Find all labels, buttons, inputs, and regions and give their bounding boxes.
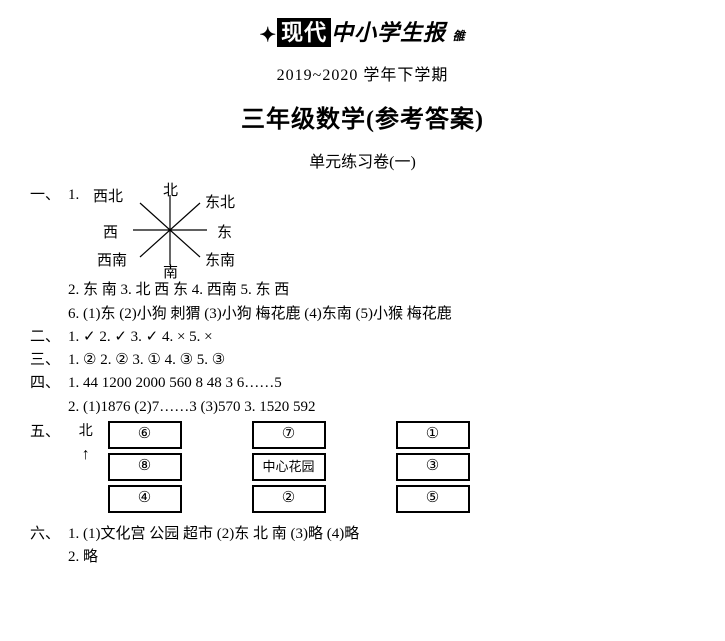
doc-title: 三年级数学(参考答案) xyxy=(30,99,695,134)
compass-nw: 西北 xyxy=(93,186,123,209)
compass-ne: 东北 xyxy=(205,192,235,215)
grid-cell-5: ⑤ xyxy=(397,486,469,512)
section-2: 二、1. ✓ 2. ✓ 3. ✓ 4. × 5. × xyxy=(30,326,695,349)
map-grid: ⑥ ⑦ ① ⑧ 中心花园 ③ ④ ② xyxy=(108,421,470,513)
header-tail: 雒 xyxy=(453,29,466,43)
star-glyph: ✦ xyxy=(259,24,277,46)
north-indicator: 北 ↑ xyxy=(72,421,100,467)
compass-n: 北 xyxy=(163,180,178,203)
unit-label: 单元练习卷(一) xyxy=(30,148,695,172)
sec1-label: 一、 xyxy=(30,184,68,207)
sec1-line2: 2. 东 南 3. 北 西 东 4. 西南 5. 东 西 xyxy=(30,279,695,302)
sec4-line1: 1. 44 1200 2000 560 8 48 3 6……5 xyxy=(68,375,282,391)
compass-diagram: 北 南 东 西 东北 西北 东南 西南 xyxy=(85,184,265,279)
section-1: 一、1. 北 南 东 西 东北 西北 东南 西南 xyxy=(30,184,695,279)
compass-e: 东 xyxy=(217,222,232,245)
north-char: 北 xyxy=(72,421,100,443)
grid-cell-2: ② xyxy=(253,486,325,512)
grid-cell-center: 中心花园 xyxy=(253,454,325,480)
answers-content: 一、1. 北 南 东 西 东北 西北 东南 西南 2. 东 南 3. 北 西 东… xyxy=(30,184,695,569)
grid-cell-3: ③ xyxy=(397,454,469,480)
sec3-line: 1. ② 2. ② 3. ① 4. ③ 5. ③ xyxy=(68,352,225,368)
section-6: 六、1. (1)文化宫 公园 超市 (2)东 北 南 (3)略 (4)略 xyxy=(30,523,695,546)
sec6-label: 六、 xyxy=(30,523,68,546)
grid-gap xyxy=(325,422,397,448)
map-grid-wrap: ⑥ ⑦ ① ⑧ 中心花园 ③ ④ ② xyxy=(104,421,470,521)
compass-s: 南 xyxy=(163,262,178,285)
sec6-line2: 2. 略 xyxy=(30,546,695,569)
sec1-q1: 1. xyxy=(68,187,79,203)
sec3-label: 三、 xyxy=(30,349,68,372)
grid-cell-4: ④ xyxy=(109,486,181,512)
sec5-label: 五、 xyxy=(30,421,68,444)
north-arrow-icon: ↑ xyxy=(72,443,100,468)
section-3: 三、1. ② 2. ② 3. ① 4. ③ 5. ③ xyxy=(30,349,695,372)
grid-cell-7: ⑦ xyxy=(253,422,325,448)
grid-gap xyxy=(181,486,253,512)
compass-sw: 西南 xyxy=(97,250,127,273)
grid-gap xyxy=(181,454,253,480)
grid-cell-1: ① xyxy=(397,422,469,448)
sec6-line1: 1. (1)文化宫 公园 超市 (2)东 北 南 (3)略 (4)略 xyxy=(68,526,359,542)
sec4-line2: 2. (1)1876 (2)7……3 (3)570 3. 1520 592 xyxy=(30,396,695,419)
sec2-line: 1. ✓ 2. ✓ 3. ✓ 4. × 5. × xyxy=(68,329,213,345)
grid-gap xyxy=(325,454,397,480)
sec4-label: 四、 xyxy=(30,372,68,395)
sec2-label: 二、 xyxy=(30,326,68,349)
sec1-line3: 6. (1)东 (2)小狗 刺猬 (3)小狗 梅花鹿 (4)东南 (5)小猴 梅… xyxy=(30,303,695,326)
grid-cell-8: ⑧ xyxy=(109,454,181,480)
grid-cell-6: ⑥ xyxy=(109,422,181,448)
grid-gap xyxy=(325,486,397,512)
header-rest: 中小学生报 xyxy=(331,20,446,45)
header-boxed: 现代 xyxy=(277,18,331,47)
grid-gap xyxy=(181,422,253,448)
compass-w: 西 xyxy=(103,222,118,245)
term-subheading: 2019~2020 学年下学期 xyxy=(30,61,695,85)
publication-header: ✦现代中小学生报 雒 xyxy=(30,15,695,47)
section-5: 五、 北 ↑ ⑥ ⑦ ① ⑧ 中心花园 ③ xyxy=(30,421,695,521)
section-4: 四、1. 44 1200 2000 560 8 48 3 6……5 xyxy=(30,372,695,395)
compass-se: 东南 xyxy=(205,250,235,273)
